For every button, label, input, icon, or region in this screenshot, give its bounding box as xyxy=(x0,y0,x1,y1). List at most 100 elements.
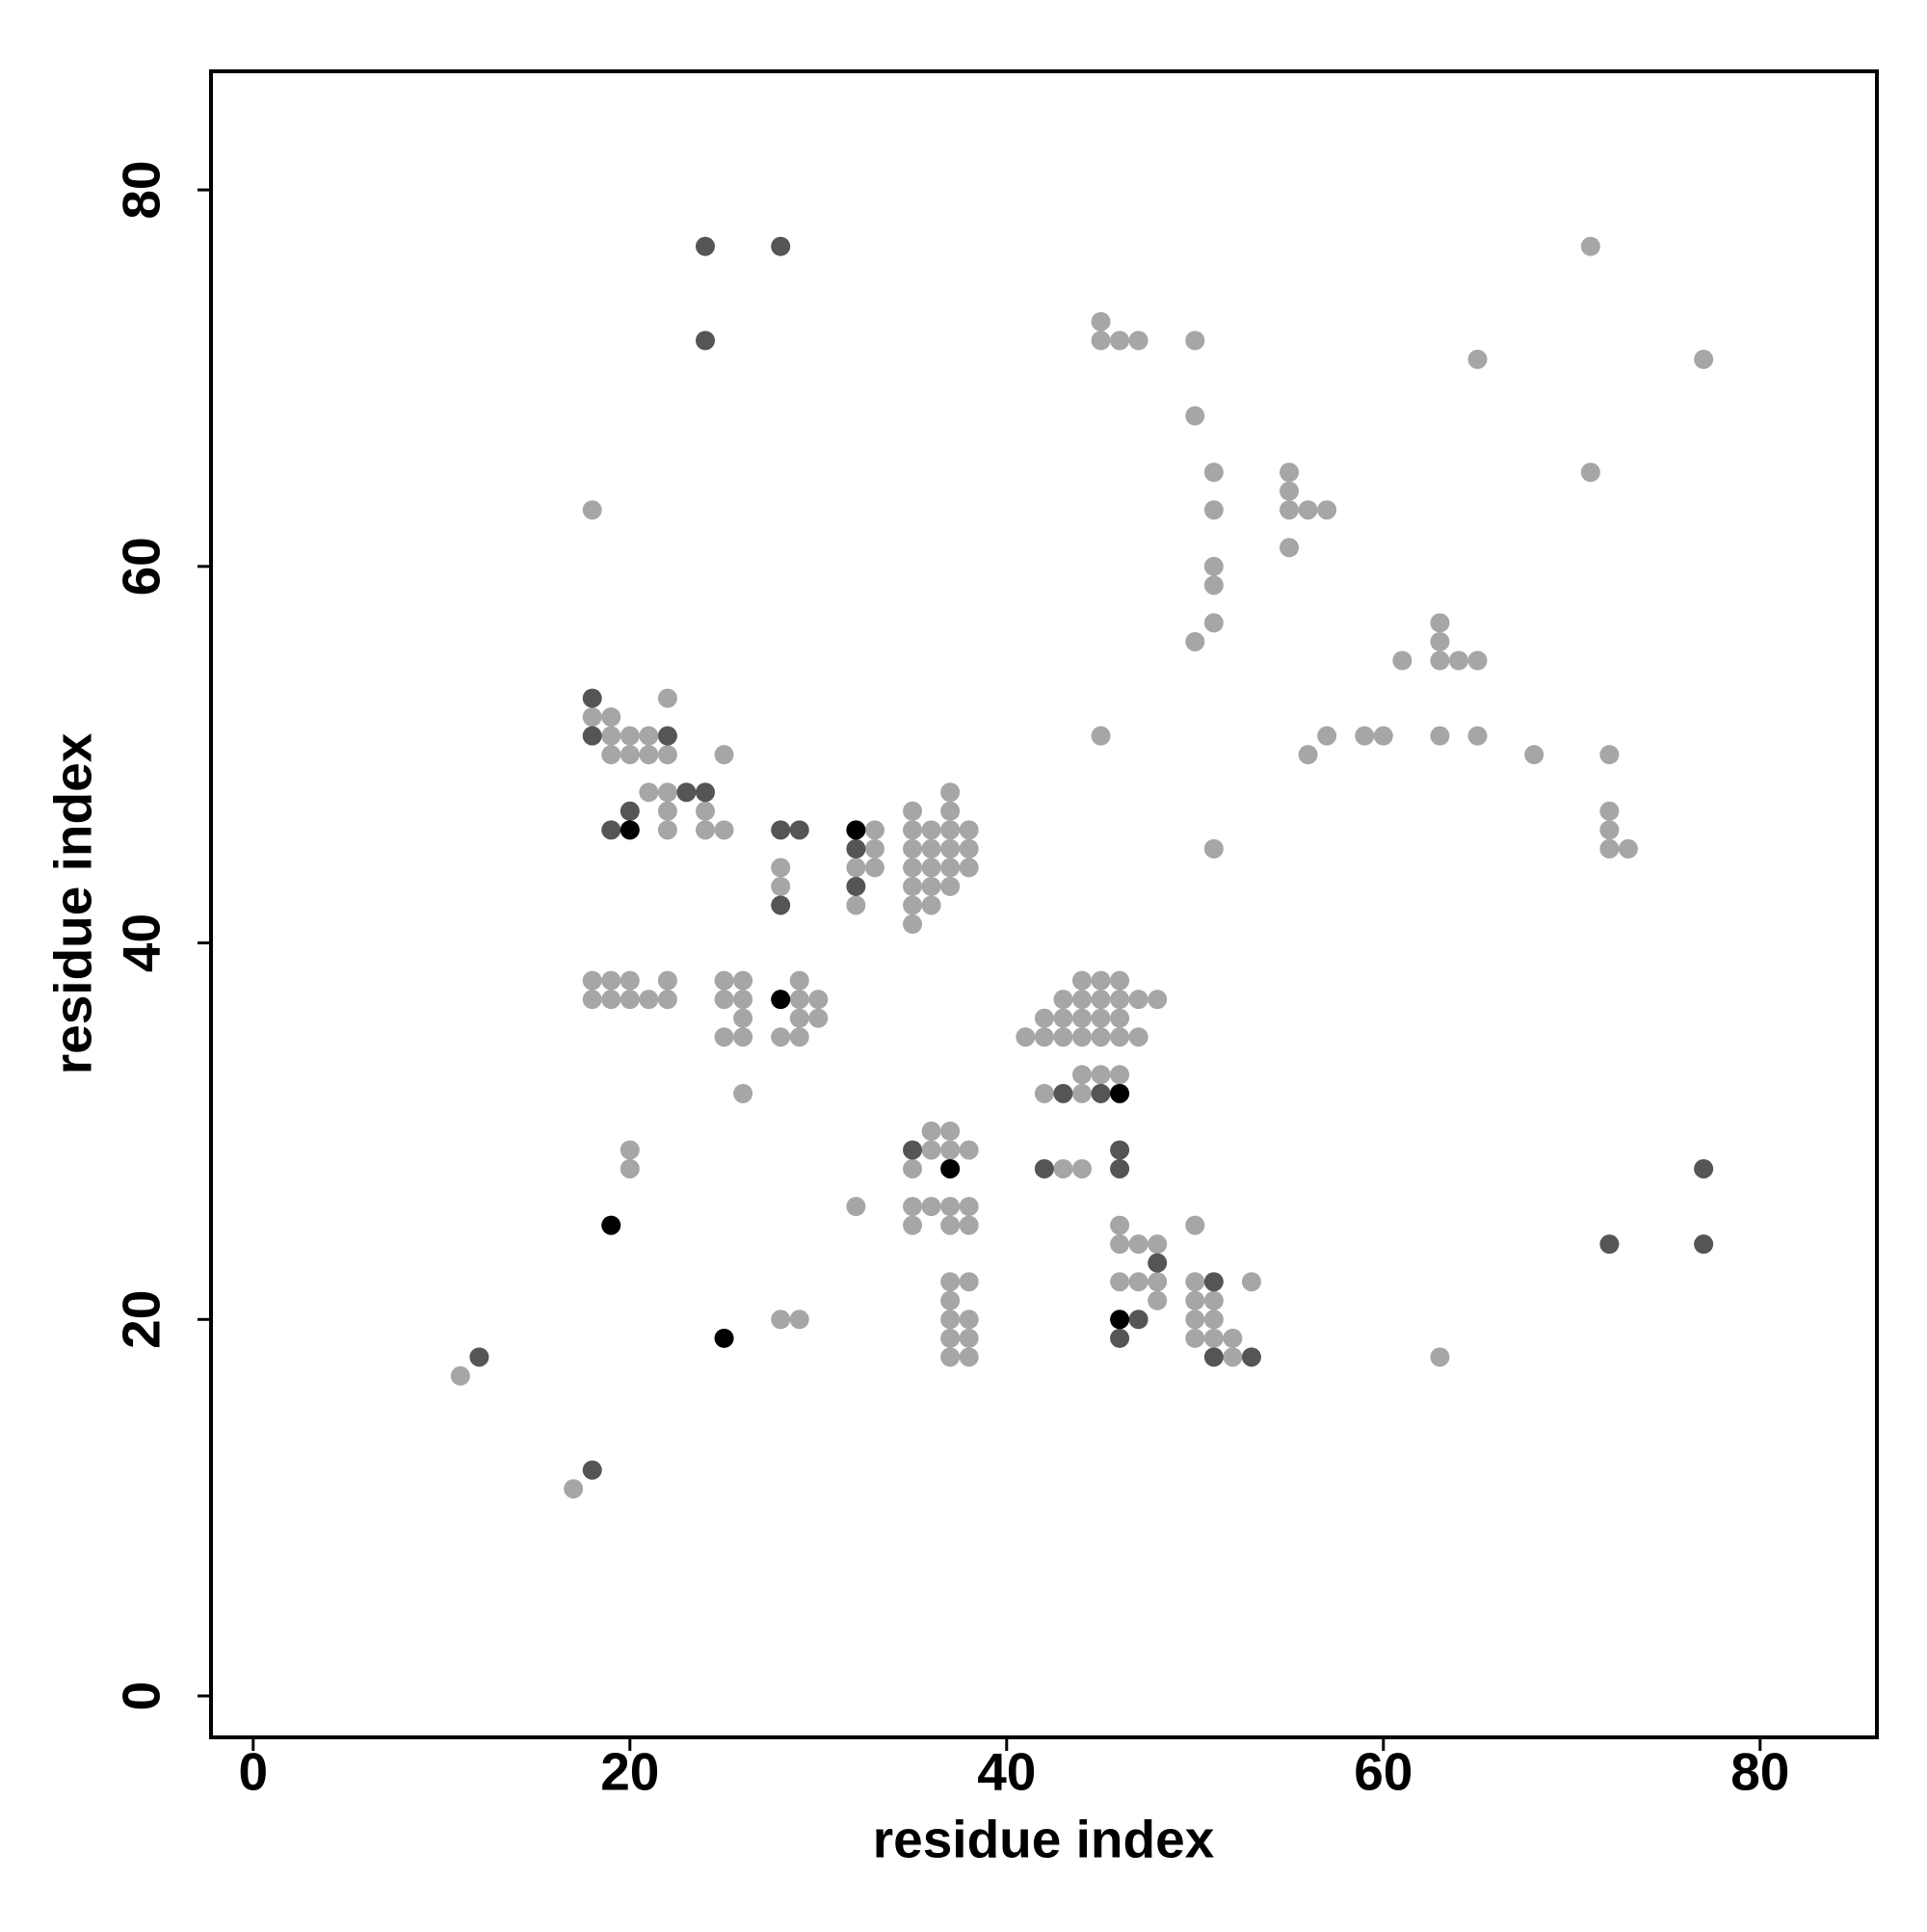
contact-point xyxy=(771,1027,791,1047)
contact-point xyxy=(959,820,979,840)
contact-point xyxy=(657,801,677,821)
contact-point xyxy=(959,838,979,859)
contact-point xyxy=(1355,726,1375,746)
contact-point xyxy=(657,726,677,746)
contact-point xyxy=(940,876,961,896)
contact-point xyxy=(846,858,866,878)
contact-point xyxy=(959,1140,979,1160)
contact-point xyxy=(1110,1234,1130,1255)
contact-point xyxy=(959,858,979,878)
contact-point xyxy=(940,1328,961,1348)
contact-point xyxy=(1034,1027,1054,1047)
contact-point xyxy=(657,820,677,840)
contact-point xyxy=(733,1008,753,1028)
contact-point xyxy=(1128,1027,1148,1047)
contact-point xyxy=(1430,650,1450,671)
contact-point xyxy=(1110,1158,1130,1178)
contact-point xyxy=(601,820,621,840)
contact-point xyxy=(940,1197,961,1217)
contact-point xyxy=(903,1158,923,1178)
contact-point xyxy=(733,1083,753,1103)
contact-point xyxy=(1373,726,1393,746)
contact-point xyxy=(1053,1158,1073,1178)
contact-point xyxy=(959,1272,979,1292)
contact-point xyxy=(1071,1158,1092,1178)
contact-point xyxy=(1298,500,1318,520)
y-tick-label: 20 xyxy=(112,1290,172,1349)
contact-point xyxy=(1599,801,1620,821)
contact-point xyxy=(771,236,791,256)
contact-point xyxy=(771,1310,791,1330)
contact-point xyxy=(1148,1272,1168,1292)
contact-point xyxy=(1430,613,1450,633)
contact-point xyxy=(1110,1328,1130,1348)
contact-point xyxy=(1185,1215,1205,1235)
contact-point xyxy=(582,990,602,1010)
contact-point xyxy=(921,820,941,840)
contact-point xyxy=(903,1197,923,1217)
contact-point xyxy=(601,1215,621,1235)
contact-point xyxy=(620,1158,640,1178)
contact-point xyxy=(789,990,809,1010)
contact-point xyxy=(639,990,659,1010)
contact-point xyxy=(1128,990,1148,1010)
contact-point xyxy=(639,726,659,746)
contact-point xyxy=(940,801,961,821)
contact-point xyxy=(940,1290,961,1310)
contact-point xyxy=(1034,1083,1054,1103)
contact-point xyxy=(789,1310,809,1330)
contact-point xyxy=(1053,1083,1073,1103)
contact-point xyxy=(657,990,677,1010)
contact-point xyxy=(1091,970,1111,991)
contact-point xyxy=(450,1365,470,1386)
contact-point xyxy=(771,990,791,1010)
contact-point xyxy=(789,970,809,991)
contact-point xyxy=(921,1121,941,1141)
contact-point xyxy=(714,1027,734,1047)
contact-point xyxy=(846,876,866,896)
contact-point xyxy=(789,1027,809,1047)
x-tick-label: 80 xyxy=(1730,1742,1789,1802)
contact-point xyxy=(771,820,791,840)
contact-point xyxy=(714,990,734,1010)
contact-point xyxy=(1185,1290,1205,1310)
contact-point xyxy=(846,820,866,840)
contact-point xyxy=(639,782,659,803)
contact-point xyxy=(921,876,941,896)
contact-point xyxy=(582,688,602,708)
contact-point xyxy=(921,895,941,915)
contact-point xyxy=(695,801,715,821)
x-tick-label: 0 xyxy=(238,1742,268,1802)
contact-point xyxy=(1071,1027,1092,1047)
contact-point xyxy=(1280,538,1300,558)
contact-point xyxy=(1241,1272,1261,1292)
contact-point xyxy=(620,820,640,840)
contact-point xyxy=(903,895,923,915)
contact-point xyxy=(903,858,923,878)
contact-point xyxy=(940,1158,961,1178)
contact-point xyxy=(1203,1310,1224,1330)
y-tick-label: 60 xyxy=(112,537,172,595)
contact-point xyxy=(1110,1065,1130,1085)
contact-point xyxy=(921,838,941,859)
contact-point xyxy=(1430,631,1450,651)
contact-point xyxy=(714,970,734,991)
contact-point xyxy=(1203,1272,1224,1292)
contact-point xyxy=(657,970,677,991)
contact-point xyxy=(1694,349,1714,369)
contact-point xyxy=(620,970,640,991)
contact-point xyxy=(1599,820,1620,840)
contact-point xyxy=(1091,726,1111,746)
contact-point xyxy=(864,820,884,840)
contact-point xyxy=(1203,1347,1224,1367)
contact-point xyxy=(1053,1027,1073,1047)
contact-point xyxy=(1580,463,1600,483)
contact-point xyxy=(1185,631,1205,651)
contact-point xyxy=(1110,1083,1130,1103)
contact-point xyxy=(1467,349,1488,369)
contact-point xyxy=(657,745,677,765)
contact-point xyxy=(1430,726,1450,746)
contact-point xyxy=(1128,331,1148,351)
contact-point xyxy=(601,726,621,746)
